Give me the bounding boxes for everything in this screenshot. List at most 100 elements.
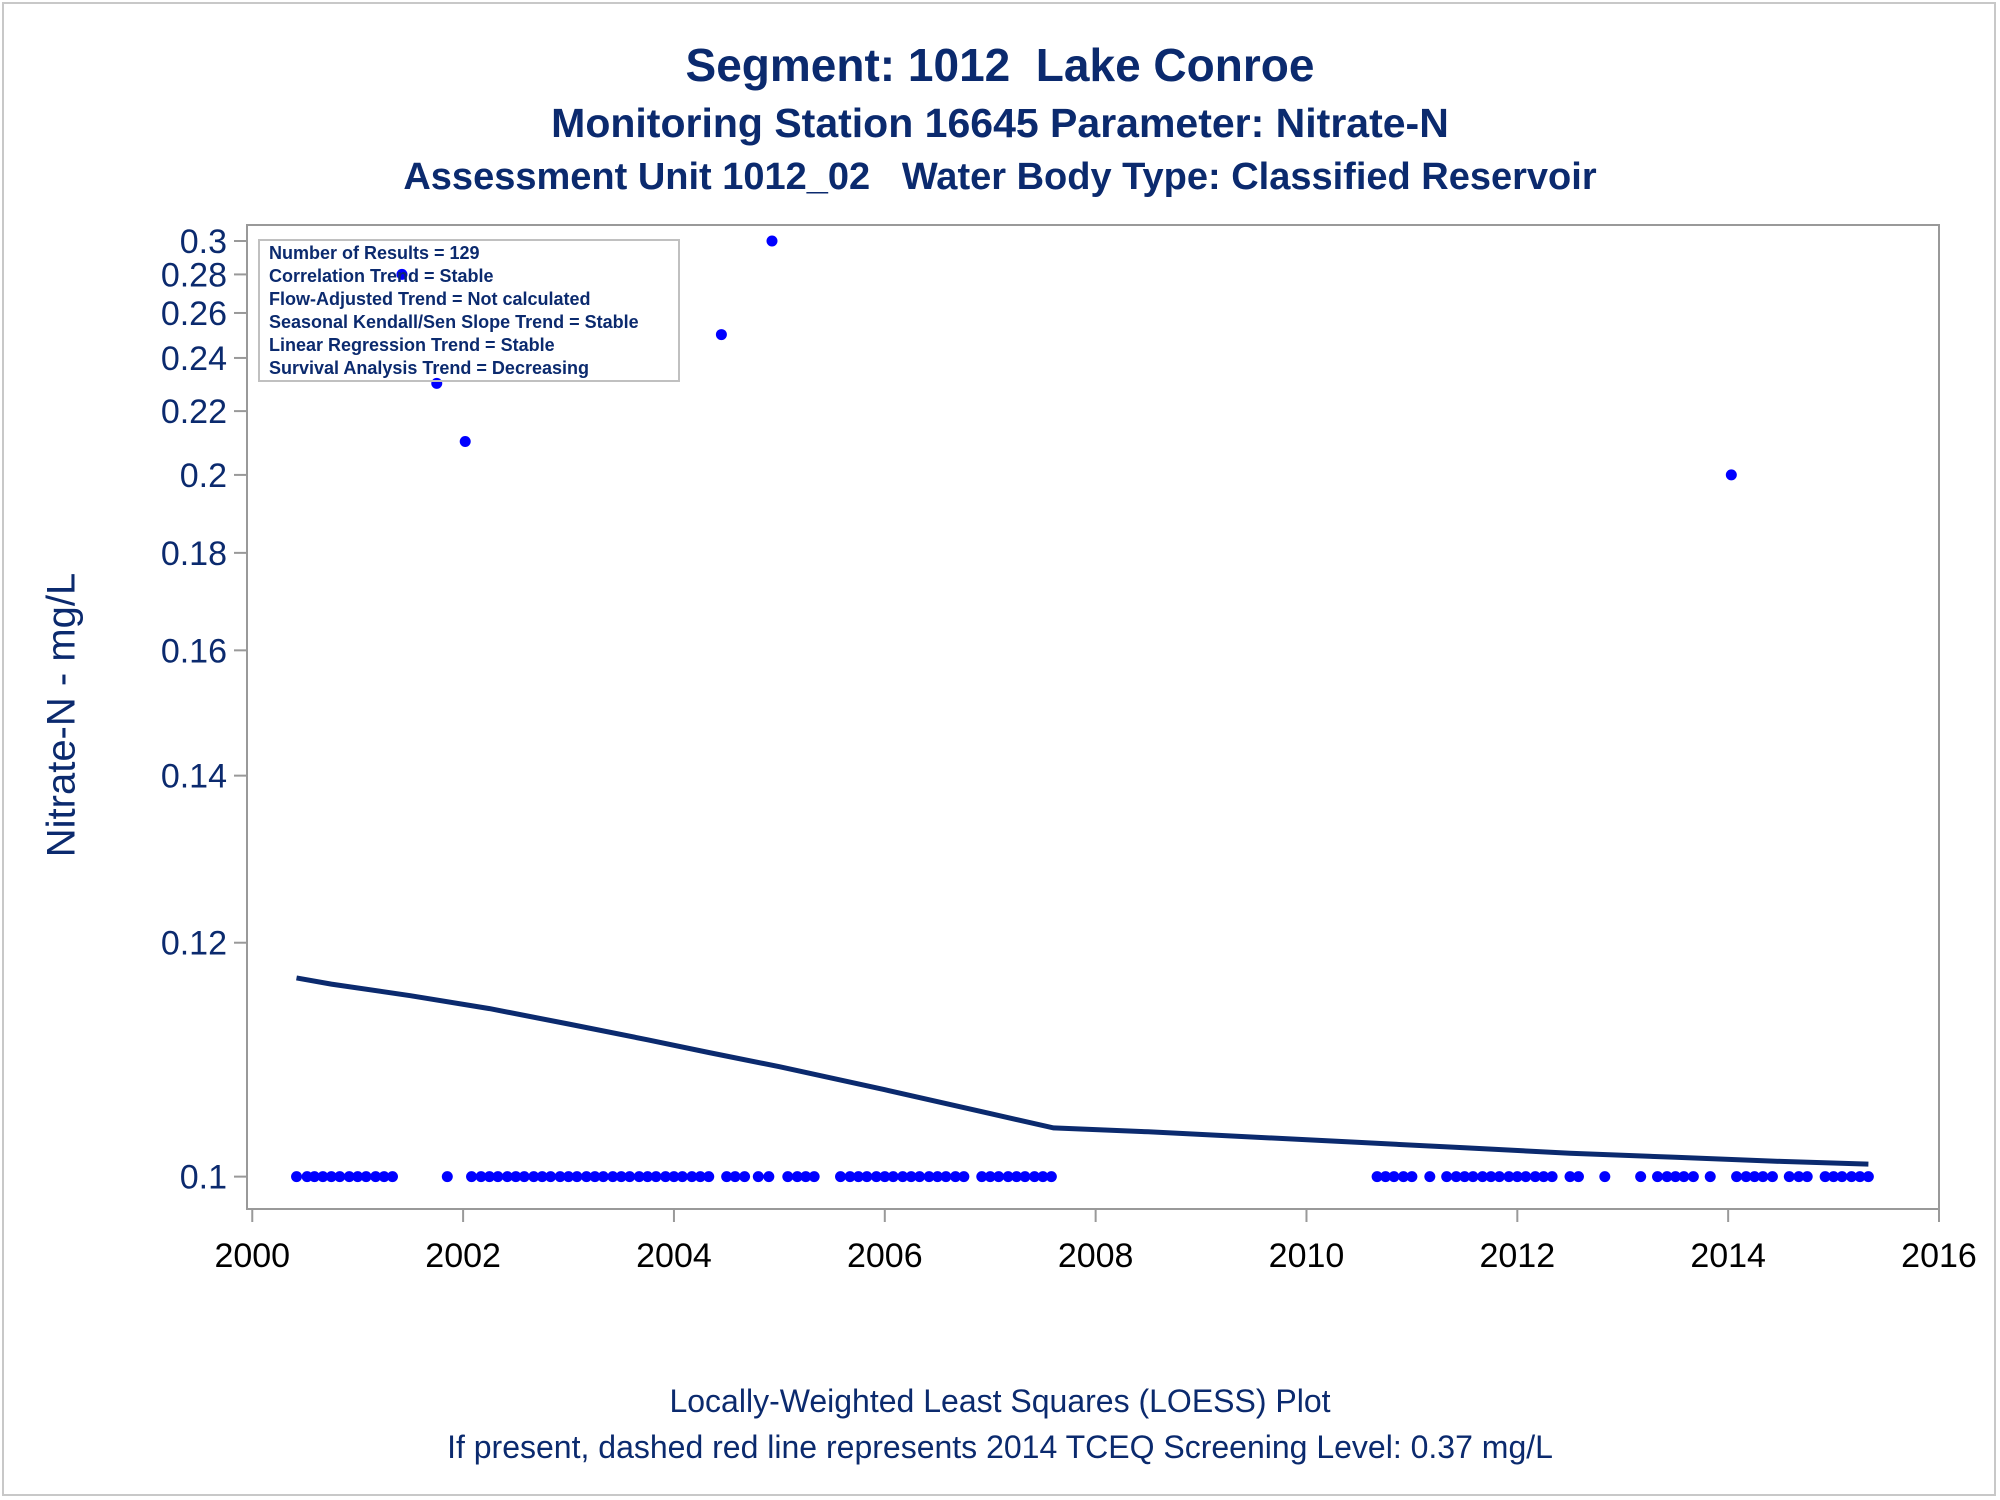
stats-line-correlation: Correlation Trend = Stable: [269, 266, 494, 286]
data-point: [1801, 1171, 1813, 1183]
data-point: [1388, 1171, 1400, 1183]
data-point: [835, 1171, 847, 1183]
y-tick-label: 0.26: [161, 295, 227, 333]
x-tick-label: 2010: [1269, 1237, 1345, 1275]
stats-line-flow-adjusted: Flow-Adjusted Trend = Not calculated: [269, 289, 591, 309]
data-point: [660, 1171, 672, 1183]
data-point: [1037, 1171, 1049, 1183]
data-point: [870, 1171, 882, 1183]
data-point: [940, 1171, 952, 1183]
data-point: [1380, 1171, 1392, 1183]
data-point: [808, 1171, 820, 1183]
data-point: [752, 1171, 764, 1183]
x-axis: 2000 2002 2004 2006 2008 2010 2012 2014 2016: [214, 1209, 1977, 1275]
x-tick-label: 2002: [425, 1237, 501, 1275]
data-point: [459, 435, 471, 447]
data-point: [721, 1171, 733, 1183]
chart-title: Segment: 1012 Lake Conroe: [685, 39, 1315, 91]
loess-line: [296, 975, 1869, 1167]
data-point: [308, 1171, 320, 1183]
x-tick-label: 2008: [1058, 1237, 1134, 1275]
data-point: [510, 1171, 522, 1183]
data-point: [1783, 1171, 1795, 1183]
data-point: [589, 1171, 601, 1183]
data-point: [360, 1171, 372, 1183]
y-tick-label: 0.12: [161, 925, 227, 963]
stats-line-seasonal-kendall: Seasonal Kendall/Sen Slope Trend = Stabl…: [269, 312, 639, 332]
x-tick-label: 2016: [1901, 1237, 1977, 1275]
data-point: [879, 1171, 891, 1183]
data-point: [1669, 1171, 1681, 1183]
x-tick-label: 2000: [214, 1237, 290, 1275]
data-point: [763, 1171, 775, 1183]
y-tick-label: 0.2: [180, 457, 227, 495]
data-point: [378, 1171, 390, 1183]
data-point: [1704, 1171, 1716, 1183]
data-point: [536, 1171, 548, 1183]
data-point: [1652, 1171, 1664, 1183]
data-point: [1793, 1171, 1805, 1183]
data-point: [1028, 1171, 1040, 1183]
data-point: [650, 1171, 662, 1183]
data-point: [1406, 1171, 1418, 1183]
data-point: [739, 1171, 751, 1183]
data-point: [1678, 1171, 1690, 1183]
data-point: [343, 1171, 355, 1183]
data-point: [1371, 1171, 1383, 1183]
data-point: [1836, 1171, 1848, 1183]
data-point: [317, 1171, 329, 1183]
data-point: [1002, 1171, 1014, 1183]
data-point: [676, 1171, 688, 1183]
data-point: [1854, 1171, 1866, 1183]
data-point: [615, 1171, 627, 1183]
y-tick-label: 0.16: [161, 632, 227, 670]
data-point: [1011, 1171, 1023, 1183]
data-point: [325, 1171, 337, 1183]
y-tick-label: 0.14: [161, 758, 227, 796]
data-point: [1019, 1171, 1031, 1183]
y-tick-label: 0.18: [161, 535, 227, 573]
data-point: [633, 1171, 645, 1183]
data-point: [861, 1171, 873, 1183]
data-point: [914, 1171, 926, 1183]
data-point: [976, 1171, 988, 1183]
data-point: [1450, 1171, 1462, 1183]
data-point: [1564, 1171, 1576, 1183]
data-point: [554, 1171, 566, 1183]
data-point: [528, 1171, 540, 1183]
data-point: [1045, 1171, 1057, 1183]
data-point: [1757, 1171, 1769, 1183]
data-point: [334, 1171, 346, 1183]
y-axis: 0.30.280.26 0.24 0.22 0.2 0.18 0.16 0.14 0.12 0.…: [161, 223, 247, 1197]
plot-border: [246, 224, 1940, 1210]
data-point: [923, 1171, 935, 1183]
data-point: [1546, 1171, 1558, 1183]
data-point: [1749, 1171, 1761, 1183]
data-point: [1828, 1171, 1840, 1183]
data-point: [1520, 1171, 1532, 1183]
data-point: [1725, 469, 1737, 481]
data-point: [352, 1171, 364, 1183]
data-point: [887, 1171, 899, 1183]
stats-line-linear-regression: Linear Regression Trend = Stable: [269, 335, 555, 355]
data-point: [483, 1171, 495, 1183]
data-point: [545, 1171, 557, 1183]
data-point: [694, 1171, 706, 1183]
data-point: [1740, 1171, 1752, 1183]
y-tick-label: 0.1: [180, 1159, 227, 1197]
data-point: [1599, 1171, 1611, 1183]
data-point: [905, 1171, 917, 1183]
data-point: [1862, 1171, 1874, 1183]
data-point: [1529, 1171, 1541, 1183]
data-point: [668, 1171, 680, 1183]
stats-line-results: Number of Results = 129: [269, 243, 480, 263]
data-point: [932, 1171, 944, 1183]
data-point: [949, 1171, 961, 1183]
data-point: [1441, 1171, 1453, 1183]
data-point: [1635, 1171, 1647, 1183]
data-point: [571, 1171, 583, 1183]
data-point: [1846, 1171, 1858, 1183]
y-tick-label: 0.28: [161, 256, 227, 294]
